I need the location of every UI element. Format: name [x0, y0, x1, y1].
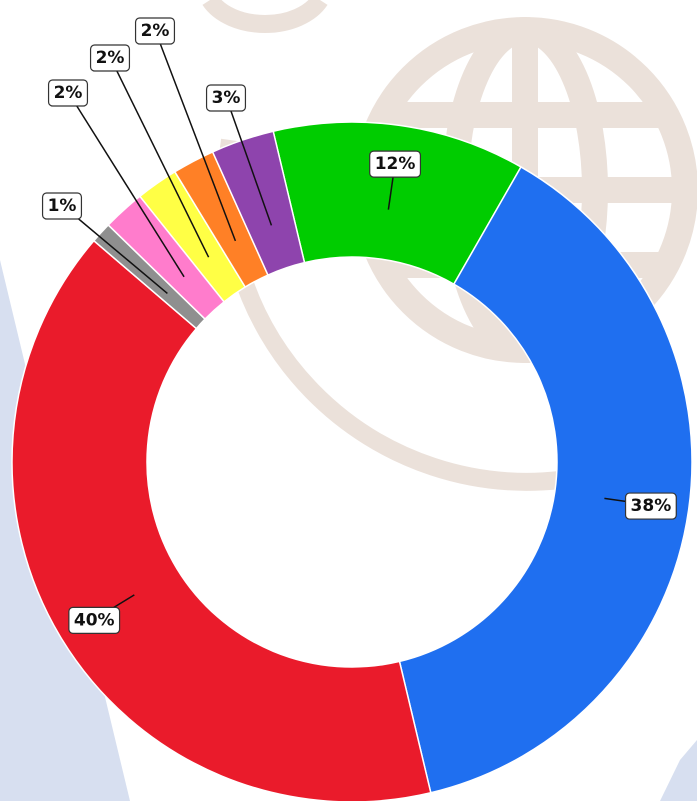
data-label: 2% — [96, 48, 125, 68]
data-label: 2% — [54, 83, 83, 103]
data-label: 3% — [212, 88, 241, 108]
data-label: 1% — [48, 196, 77, 216]
data-label: 40% — [74, 610, 115, 630]
data-label: 2% — [141, 21, 170, 41]
chart: 12% 38% 40% 1% 2% 2% 2% 3% — [0, 0, 697, 801]
data-label: 12% — [375, 154, 416, 174]
data-label: 38% — [631, 496, 672, 516]
donut — [12, 122, 692, 801]
